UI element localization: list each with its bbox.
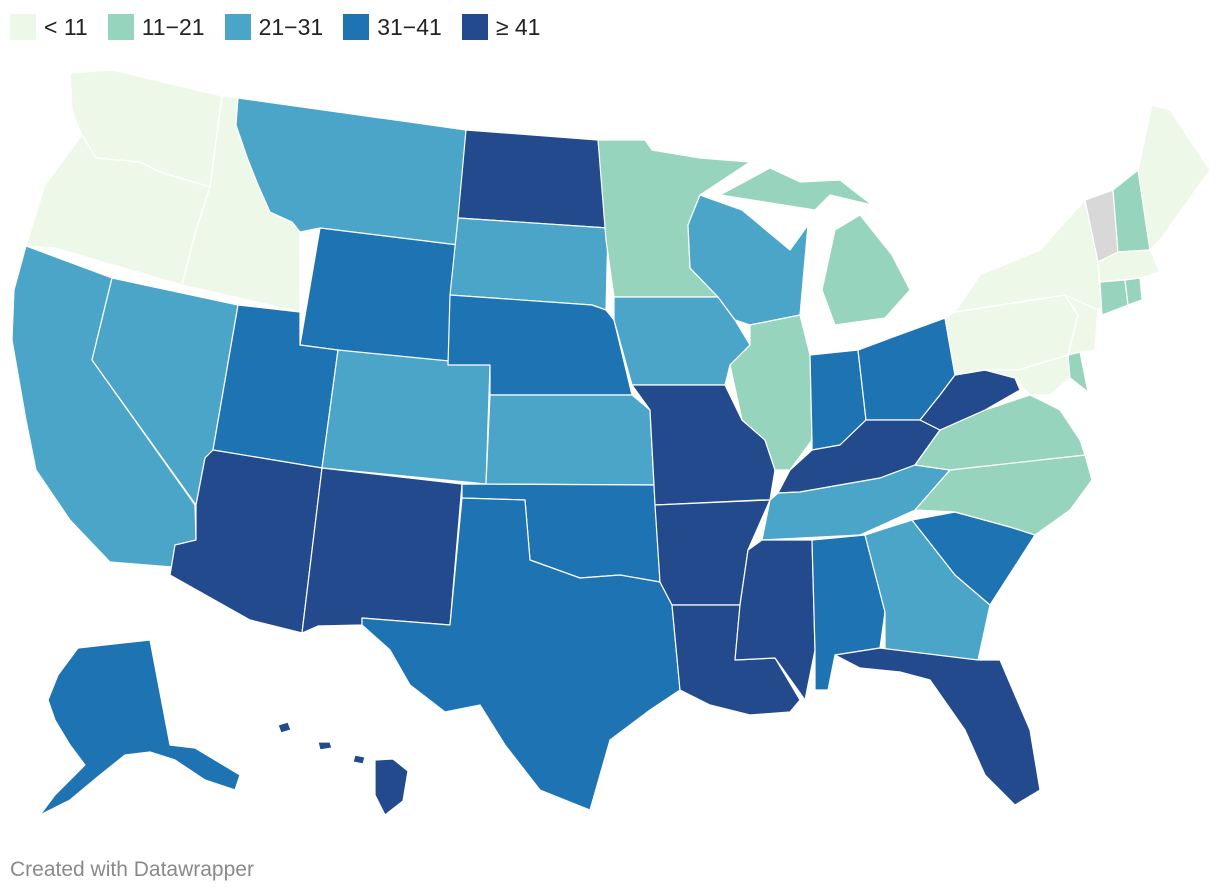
- legend-swatch: [224, 14, 251, 40]
- legend-label: ≥ 41: [495, 13, 541, 40]
- state-maryland: [984, 354, 1071, 396]
- legend-swatch: [343, 14, 370, 40]
- state-kansas: [485, 394, 655, 486]
- state-illinois: [729, 314, 813, 471]
- state-wyoming: [299, 227, 459, 366]
- state-connecticut: [1099, 279, 1129, 316]
- legend-item-11-21: 11−21: [107, 13, 205, 41]
- state-alaska: [39, 639, 241, 816]
- state-michigan: [719, 167, 911, 326]
- legend: < 11 11−21 21−31 31−41 ≥ 41: [10, 12, 560, 42]
- legend-item-gte-41: ≥ 41: [461, 13, 541, 41]
- legend-item-lt-11: < 11: [10, 14, 88, 41]
- state-texas: [361, 497, 681, 811]
- state-hawaii: [277, 721, 409, 816]
- legend-label: 31−41: [377, 13, 442, 40]
- legend-label: < 11: [44, 13, 88, 40]
- state-florida: [834, 647, 1041, 806]
- state-new-york: [954, 199, 1111, 313]
- legend-label: 21−31: [258, 13, 324, 40]
- state-colorado: [321, 349, 491, 485]
- state-rhode-island: [1124, 277, 1143, 306]
- state-delaware: [1067, 351, 1089, 393]
- footer-credit: Created with Datawrapper: [10, 858, 254, 881]
- legend-swatch: [10, 14, 36, 40]
- legend-label: 11−21: [141, 13, 205, 40]
- legend-swatch: [107, 14, 134, 40]
- legend-item-21-31: 21−31: [224, 13, 324, 41]
- state-maine: [1137, 104, 1211, 251]
- legend-swatch: [461, 14, 488, 40]
- state-north-dakota: [457, 129, 609, 229]
- legend-item-31-41: 31−41: [343, 14, 442, 41]
- state-new-mexico: [301, 467, 463, 634]
